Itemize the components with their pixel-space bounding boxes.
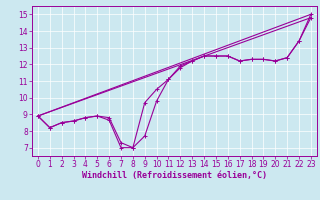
X-axis label: Windchill (Refroidissement éolien,°C): Windchill (Refroidissement éolien,°C) [82, 171, 267, 180]
